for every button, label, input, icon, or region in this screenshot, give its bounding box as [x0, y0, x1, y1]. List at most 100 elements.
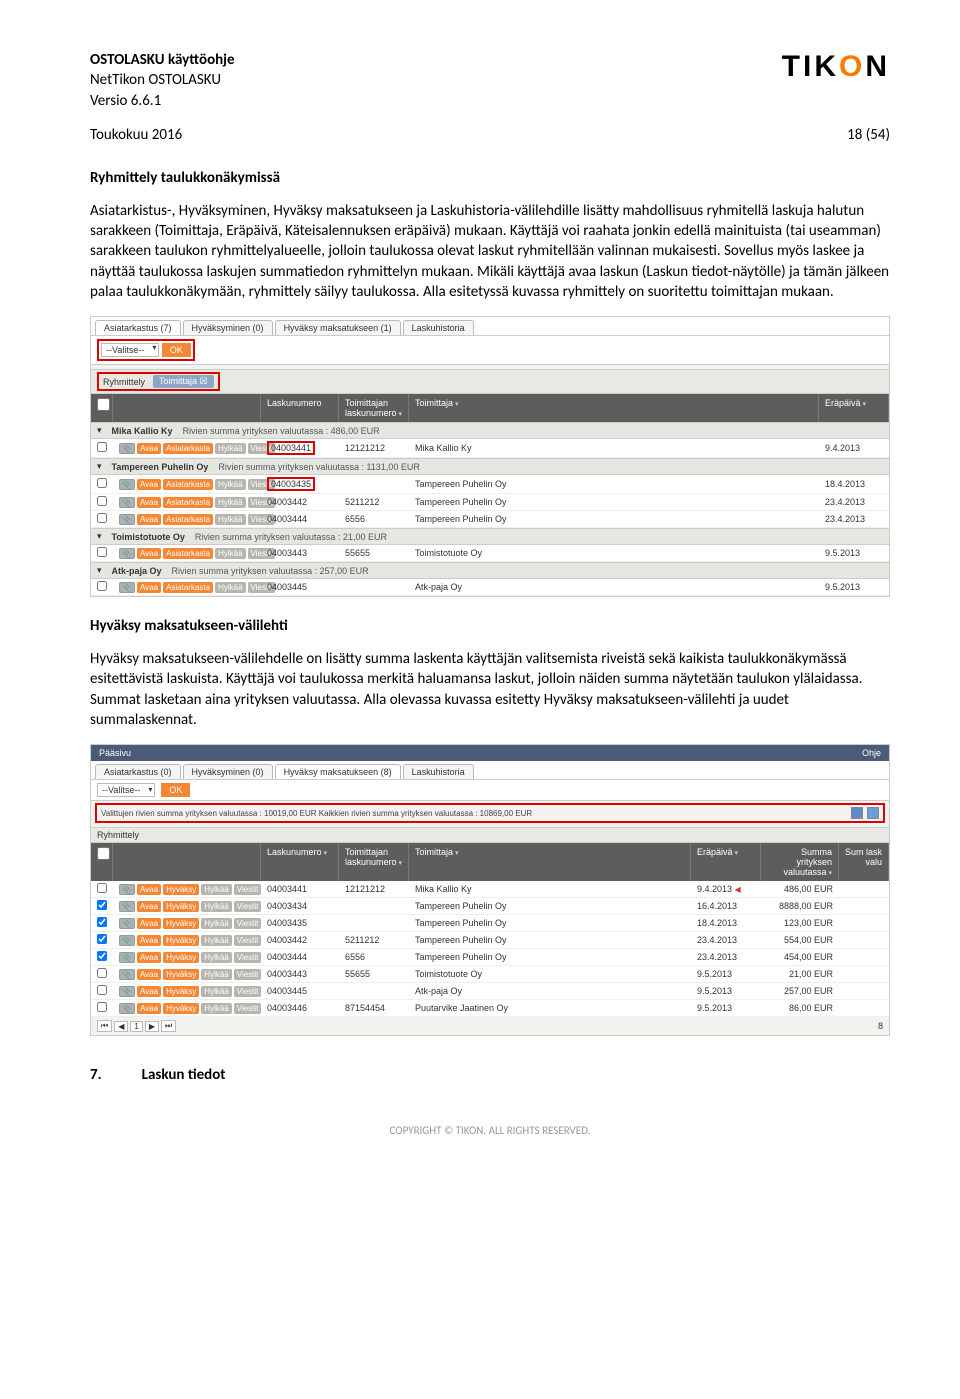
row-checkbox[interactable] [97, 917, 107, 927]
hylkaa-button[interactable]: Hylkää [201, 952, 231, 963]
viestit-button[interactable]: Viestit [234, 918, 262, 929]
pager-prev[interactable]: ◀ [114, 1021, 128, 1032]
attachment-icon[interactable]: 📎 [119, 884, 135, 895]
topbar-paasivu[interactable]: Pääsivu [99, 748, 131, 758]
tab-hyvaksy-maksatukseen[interactable]: Hyväksy maksatukseen (1) [275, 320, 401, 335]
row-checkbox[interactable] [97, 1002, 107, 1012]
attachment-icon[interactable]: 📎 [119, 986, 135, 997]
hylkaa-button[interactable]: Hylkää [201, 884, 231, 895]
group-header[interactable]: ▾Toimistotuote OyRivien summa yrityksen … [91, 528, 889, 545]
tab2-hyvaksy-maksatukseen[interactable]: Hyväksy maksatukseen (8) [275, 764, 401, 779]
select-all-checkbox[interactable] [97, 398, 110, 411]
row-checkbox[interactable] [97, 547, 107, 557]
tab-hyvaksyminen[interactable]: Hyväksyminen (0) [183, 320, 273, 335]
hyvaksy-button[interactable]: Hyväksy [163, 952, 199, 963]
viestit-button[interactable]: Viestit [234, 884, 262, 895]
attachment-icon[interactable]: 📎 [119, 479, 135, 490]
viestit-button[interactable]: Viestit [234, 986, 262, 997]
hylkaa-button[interactable]: Hylkää [215, 443, 245, 454]
col2-toimittajan-laskunumero[interactable]: Toimittajan laskunumero▾ [339, 843, 409, 881]
viestit-button[interactable]: Viestit [234, 901, 262, 912]
attachment-icon[interactable]: 📎 [119, 497, 135, 508]
avaa-button[interactable]: Avaa [137, 514, 161, 525]
row-checkbox[interactable] [97, 442, 107, 452]
col2-erapaiva[interactable]: Eräpäivä▾ [691, 843, 761, 881]
avaa-button[interactable]: Avaa [137, 969, 161, 980]
attachment-icon[interactable]: 📎 [119, 548, 135, 559]
avaa-button[interactable]: Avaa [137, 479, 161, 490]
col-erapaiva[interactable]: Eräpäivä▾ [819, 394, 889, 422]
avaa-button[interactable]: Avaa [137, 582, 161, 593]
hylkaa-button[interactable]: Hylkää [201, 918, 231, 929]
row-checkbox[interactable] [97, 513, 107, 523]
hylkaa-button[interactable]: Hylkää [215, 548, 245, 559]
row-checkbox[interactable] [97, 985, 107, 995]
viestit-button[interactable]: Viestit [234, 969, 262, 980]
attachment-icon[interactable]: 📎 [119, 582, 135, 593]
row-checkbox[interactable] [97, 951, 107, 961]
col2-summa[interactable]: Summa yrityksen valuutassa▾ [761, 843, 839, 881]
hylkaa-button[interactable]: Hylkää [201, 901, 231, 912]
pager-last[interactable]: ⏭ [161, 1020, 176, 1032]
valitse-select[interactable]: --Valitse-- [101, 343, 159, 357]
hylkaa-button[interactable]: Hylkää [201, 986, 231, 997]
attachment-icon[interactable]: 📎 [119, 1003, 135, 1014]
hylkaa-button[interactable]: Hylkää [201, 935, 231, 946]
row-checkbox[interactable] [97, 968, 107, 978]
hyvaksy-button[interactable]: Hyväksy [163, 969, 199, 980]
avaa-button[interactable]: Avaa [137, 918, 161, 929]
attachment-icon[interactable]: 📎 [119, 969, 135, 980]
tab2-asiatarkastus[interactable]: Asiatarkastus (0) [95, 764, 181, 779]
asiatarkasta-button[interactable]: Asiatarkasta [163, 514, 213, 525]
col-toimittaja[interactable]: Toimittaja▾ [409, 394, 819, 422]
grouping-chip-toimittaja[interactable]: Toimittaja ☒ [153, 375, 214, 388]
row-checkbox[interactable] [97, 934, 107, 944]
group-header[interactable]: ▾Tampereen Puhelin OyRivien summa yrityk… [91, 458, 889, 475]
col2-laskunumero[interactable]: Laskunumero▾ [261, 843, 339, 881]
hylkaa-button[interactable]: Hylkää [215, 497, 245, 508]
avaa-button[interactable]: Avaa [137, 884, 161, 895]
pager-current[interactable]: 1 [130, 1021, 142, 1032]
valitse-select-2[interactable]: --Valitse-- [97, 783, 155, 797]
asiatarkasta-button[interactable]: Asiatarkasta [163, 548, 213, 559]
ok-button-2[interactable]: OK [161, 783, 190, 797]
attachment-icon[interactable]: 📎 [119, 514, 135, 525]
asiatarkasta-button[interactable]: Asiatarkasta [163, 497, 213, 508]
col2-toimittaja[interactable]: Toimittaja▾ [409, 843, 691, 881]
tab-asiatarkastus[interactable]: Asiatarkastus (7) [95, 320, 181, 335]
pager-next[interactable]: ▶ [145, 1021, 159, 1032]
attachment-icon[interactable]: 📎 [119, 935, 135, 946]
tab-laskuhistoria[interactable]: Laskuhistoria [403, 320, 474, 335]
hyvaksy-button[interactable]: Hyväksy [163, 1003, 199, 1014]
attachment-icon[interactable]: 📎 [119, 918, 135, 929]
viestit-button[interactable]: Viestit [234, 952, 262, 963]
select-all-checkbox-2[interactable] [97, 847, 110, 860]
attachment-icon[interactable]: 📎 [119, 901, 135, 912]
avaa-button[interactable]: Avaa [137, 952, 161, 963]
asiatarkasta-button[interactable]: Asiatarkasta [163, 479, 213, 490]
row-checkbox[interactable] [97, 478, 107, 488]
row-checkbox[interactable] [97, 581, 107, 591]
avaa-button[interactable]: Avaa [137, 497, 161, 508]
col-laskunumero[interactable]: Laskunumero [261, 394, 339, 422]
hyvaksy-button[interactable]: Hyväksy [163, 901, 199, 912]
asiatarkasta-button[interactable]: Asiatarkasta [163, 443, 213, 454]
row-checkbox[interactable] [97, 900, 107, 910]
hylkaa-button[interactable]: Hylkää [201, 1003, 231, 1014]
avaa-button[interactable]: Avaa [137, 1003, 161, 1014]
hylkaa-button[interactable]: Hylkää [201, 969, 231, 980]
avaa-button[interactable]: Avaa [137, 901, 161, 912]
hyvaksy-button[interactable]: Hyväksy [163, 884, 199, 895]
tab2-laskuhistoria[interactable]: Laskuhistoria [403, 764, 474, 779]
row-checkbox[interactable] [97, 496, 107, 506]
col-toimittajan-laskunumero[interactable]: Toimittajan laskunumero▾ [339, 394, 409, 422]
attachment-icon[interactable]: 📎 [119, 952, 135, 963]
hyvaksy-button[interactable]: Hyväksy [163, 935, 199, 946]
ok-button[interactable]: OK [162, 343, 191, 357]
attachment-icon[interactable]: 📎 [119, 443, 135, 454]
hylkaa-button[interactable]: Hylkää [215, 514, 245, 525]
hyvaksy-button[interactable]: Hyväksy [163, 918, 199, 929]
export-icon[interactable] [867, 807, 879, 819]
topbar-ohje[interactable]: Ohje [862, 748, 881, 758]
viestit-button[interactable]: Viestit [234, 1003, 262, 1014]
